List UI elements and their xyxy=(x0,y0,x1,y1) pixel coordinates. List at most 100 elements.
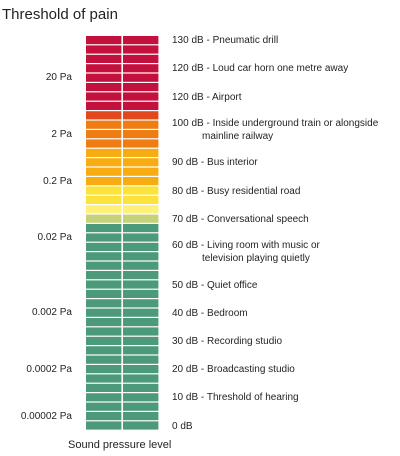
meter-segment-green xyxy=(86,242,122,251)
meter-segment-red xyxy=(123,92,159,101)
decibel-label: 120 dB - Airport xyxy=(172,91,241,104)
meter-segment-green xyxy=(86,383,122,392)
meter-segment-yellow-green xyxy=(123,214,159,223)
meter-segment-light-yellow xyxy=(123,205,159,214)
meter-segment-green xyxy=(86,346,122,355)
meter-segment-green xyxy=(86,271,122,280)
meter-segment-yellow xyxy=(86,195,122,204)
meter-segment-green xyxy=(123,289,159,298)
meter-segment-green xyxy=(86,336,122,345)
decibel-label-line: 50 dB - Quiet office xyxy=(172,279,258,291)
pressure-label: 20 Pa xyxy=(45,72,72,84)
meter-segment-green xyxy=(86,299,122,308)
pressure-label: 0.00002 Pa xyxy=(20,410,72,422)
meter-segment-amber xyxy=(123,177,159,186)
meter-segment-green xyxy=(123,271,159,280)
meter-segment-green xyxy=(123,318,159,327)
meter-segment-green xyxy=(123,346,159,355)
meter-segment-orange xyxy=(86,120,122,129)
decibel-label-line: 0 dB xyxy=(172,420,193,432)
pressure-label: 0.2 Pa xyxy=(43,175,72,187)
meter-segment-green xyxy=(123,327,159,336)
decibel-label-line: mainline railway xyxy=(202,131,274,142)
meter-segment-green xyxy=(123,261,159,270)
meter-segment-red xyxy=(123,83,159,92)
meter-segment-green xyxy=(86,402,122,411)
meter-segment-green xyxy=(123,374,159,383)
decibel-label-line: 100 dB - Inside underground train or alo… xyxy=(172,118,379,129)
decibel-label-line: 120 dB - Airport xyxy=(172,91,242,103)
meter-segment-red xyxy=(86,92,122,101)
decibel-label: 70 dB - Conversational speech xyxy=(172,213,309,226)
decibel-label-line: 10 dB - Threshold of hearing xyxy=(172,392,299,404)
meter-segment-red xyxy=(86,45,122,54)
meter-segment-red-orange xyxy=(86,111,122,120)
meter-segment-orange xyxy=(86,139,122,148)
meter-segment-yellow xyxy=(123,186,159,195)
meter-segment-green xyxy=(86,327,122,336)
meter-segment-green xyxy=(86,318,122,327)
meter-segment-green xyxy=(86,393,122,402)
pressure-label: 2 Pa xyxy=(51,128,72,140)
meter-segment-red-orange xyxy=(123,111,159,120)
decibel-label: 90 dB - Bus interior xyxy=(172,156,258,169)
meter-segment-amber xyxy=(123,158,159,167)
meter-segment-green xyxy=(123,233,159,242)
decibel-label: 100 dB - Inside underground train or alo… xyxy=(172,117,378,143)
decibel-label: 10 dB - Threshold of hearing xyxy=(172,391,299,404)
meter-segment-red xyxy=(86,101,122,110)
meter-segment-red xyxy=(123,73,159,82)
meter-segment-orange xyxy=(123,120,159,129)
meter-segment-red xyxy=(123,54,159,63)
decibel-label-line: 70 dB - Conversational speech xyxy=(172,213,309,225)
meter-segment-green xyxy=(123,355,159,364)
meter-segment-yellow xyxy=(86,186,122,195)
meter-segment-green xyxy=(123,383,159,392)
decibel-label: 120 dB - Loud car horn one metre away xyxy=(172,62,348,75)
decibel-label: 0 dB xyxy=(172,420,193,433)
meter-segment-orange xyxy=(86,130,122,139)
meter-segment-green xyxy=(123,242,159,251)
meter-segment-amber xyxy=(123,167,159,176)
meter-segment-amber xyxy=(86,148,122,157)
meter-segment-green xyxy=(86,355,122,364)
meter-segment-orange xyxy=(123,130,159,139)
decibel-label: 30 dB - Recording studio xyxy=(172,335,282,348)
pressure-label: 0.0002 Pa xyxy=(26,363,72,375)
decibel-label: 50 dB - Quiet office xyxy=(172,279,257,292)
meter-segment-green xyxy=(86,289,122,298)
meter-segment-yellow-green xyxy=(86,214,122,223)
decibel-label-line: 120 dB - Loud car horn one metre away xyxy=(172,63,349,75)
meter-segment-green xyxy=(86,421,122,430)
meter-segment-green xyxy=(86,252,122,261)
meter-segment-green xyxy=(86,412,122,421)
meter-segment-amber xyxy=(86,177,122,186)
meter-segment-red xyxy=(123,101,159,110)
decibel-label-line: 60 dB - Living room with music or xyxy=(172,240,320,252)
meter-segment-green xyxy=(86,233,122,242)
meter-segment-light-yellow xyxy=(86,205,122,214)
diagram-title: Threshold of pain xyxy=(2,6,118,23)
meter-segment-green xyxy=(86,308,122,317)
decibel-label-line: 40 dB - Bedroom xyxy=(172,307,248,319)
meter-segment-green xyxy=(123,299,159,308)
meter-segment-green xyxy=(86,224,122,233)
meter-segment-orange xyxy=(123,139,159,148)
meter-segment-red xyxy=(86,83,122,92)
x-axis-label: Sound pressure level xyxy=(68,439,172,451)
meter-segment-green xyxy=(123,280,159,289)
meter-segment-green xyxy=(123,393,159,402)
decibel-label-line: 20 dB - Broadcasting studio xyxy=(172,364,295,376)
meter-segment-red xyxy=(86,73,122,82)
meter-segment-red xyxy=(123,45,159,54)
meter-segment-green xyxy=(123,252,159,261)
meter-segment-green xyxy=(123,336,159,345)
meter-segment-red xyxy=(86,54,122,63)
meter-segment-amber xyxy=(86,167,122,176)
meter-segment-red xyxy=(123,64,159,73)
decibel-label-line: 130 dB - Pneumatic drill xyxy=(172,35,279,47)
meter-segment-green xyxy=(86,280,122,289)
meter-segment-red xyxy=(86,36,122,45)
decibel-label-line: 30 dB - Recording studio xyxy=(172,336,283,347)
meter-segment-green xyxy=(123,421,159,430)
